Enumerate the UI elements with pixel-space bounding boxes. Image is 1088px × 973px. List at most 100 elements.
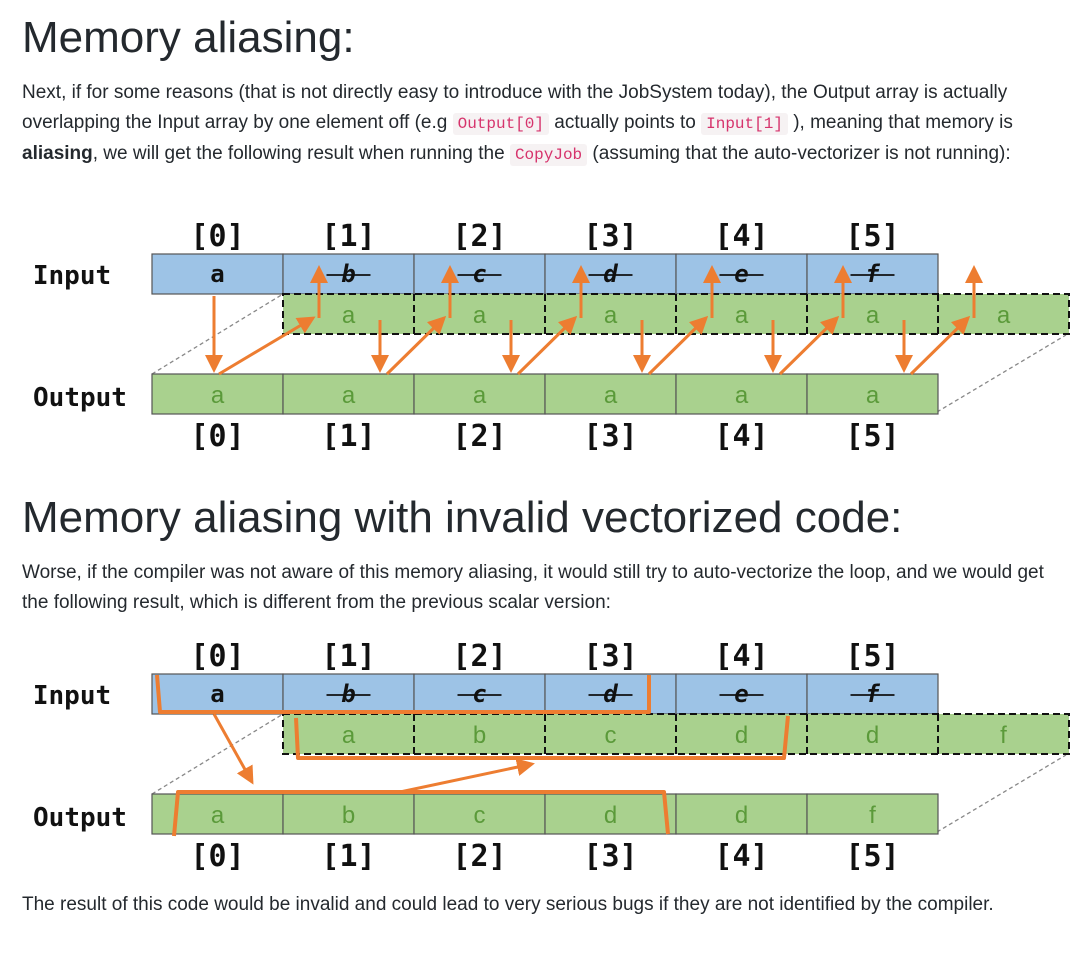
input-cell-value: d (603, 260, 618, 288)
read-arrow (212, 713, 254, 785)
output-cell (675, 793, 808, 835)
input-label: Input (33, 261, 111, 291)
index-label-top: [5] (845, 219, 899, 254)
section1-paragraph: Next, if for some reasons (that is not d… (22, 78, 1062, 170)
overlay-border (282, 713, 1070, 755)
alias-arrow-diagonal (516, 315, 578, 376)
overlay-cell-value: a (997, 302, 1011, 329)
output-cell-value: a (735, 382, 749, 409)
para-text: , we will get the following result when … (92, 143, 510, 164)
index-label-bottom: [4] (714, 839, 768, 874)
input-cell-value: b (341, 680, 355, 708)
output-label: Output (33, 803, 127, 833)
section2-paragraph: Worse, if the compiler was not aware of … (22, 562, 1044, 613)
index-label-top: [1] (321, 639, 375, 674)
input-label: Input (33, 681, 111, 711)
index-label-bottom: [1] (321, 839, 375, 874)
read-bracket (155, 674, 651, 714)
overlay-cell-value: b (473, 722, 486, 749)
code-copyjob: CopyJob (509, 144, 588, 166)
output-cell-value: a (211, 382, 225, 409)
overlay-cell-value: a (342, 302, 356, 329)
output-cell-value: a (211, 802, 225, 829)
index-label-bottom: [2] (452, 419, 506, 454)
overlay-cell-value: d (735, 722, 748, 749)
output-cell (413, 373, 546, 415)
output-cell (806, 373, 939, 415)
para-text: actually points to (549, 112, 702, 133)
output-cell (806, 793, 939, 835)
overlay-cell-value: a (342, 722, 356, 749)
overlay-cell-value: d (866, 722, 879, 749)
input-cell-value: c (472, 260, 486, 288)
output-cell (544, 373, 677, 415)
index-label-top: [2] (452, 219, 506, 254)
output-cell-value: a (604, 382, 618, 409)
index-label-top: [0] (190, 219, 244, 254)
index-label-top: [3] (583, 219, 637, 254)
overlay-cell (283, 714, 414, 754)
index-label-bottom: [0] (190, 419, 244, 454)
index-label-top: [0] (190, 639, 244, 674)
index-label-top: [2] (452, 639, 506, 674)
guide-line (936, 334, 1067, 413)
output-label: Output (33, 383, 127, 413)
output-cell-value: c (474, 802, 486, 829)
output-cell-value: a (342, 382, 356, 409)
closing-paragraph: The result of this code would be invalid… (22, 894, 994, 915)
overlay-cell-value: c (605, 722, 617, 749)
overlay-cell (807, 714, 938, 754)
alias-arrow-diagonal (647, 315, 709, 376)
write-arrow (399, 758, 535, 794)
output-cell (282, 793, 415, 835)
index-label-bottom: [0] (190, 839, 244, 874)
para-text: ), meaning that memory is (787, 112, 1013, 133)
overlay-cell-value: a (473, 302, 487, 329)
alias-arrow-diagonal (385, 315, 447, 376)
write-bracket (172, 790, 670, 837)
input-cell-value: e (734, 260, 748, 288)
index-label-top: [5] (845, 639, 899, 674)
output-cell-value: d (735, 802, 748, 829)
input-cell (806, 253, 939, 295)
output-cell-value: d (604, 802, 617, 829)
bold-aliasing: aliasing (22, 143, 93, 164)
overlay-bracket (294, 715, 790, 760)
overlay-cell (545, 714, 676, 754)
index-label-bottom: [3] (583, 419, 637, 454)
index-label-bottom: [1] (321, 419, 375, 454)
section1-heading: Memory aliasing: (22, 13, 355, 62)
input-cell-value: a (210, 260, 224, 288)
input-cell (544, 673, 677, 715)
guide-line (151, 293, 284, 375)
index-label-top: [4] (714, 219, 768, 254)
input-cell (282, 673, 415, 715)
input-cell (151, 253, 284, 295)
index-label-bottom: [2] (452, 839, 506, 874)
output-cell-value: a (473, 382, 487, 409)
output-cell (151, 373, 284, 415)
alias-arrow-diagonal (778, 315, 840, 376)
overlay-cell-value: a (735, 302, 749, 329)
alias-arrow-diagonal (909, 315, 971, 376)
code-input1: Input[1] (701, 113, 788, 135)
index-label-bottom: [3] (583, 839, 637, 874)
output-cell-value: f (869, 802, 876, 829)
section2-heading: Memory aliasing with invalid vectorized … (22, 493, 903, 542)
input-cell-value: f (865, 260, 880, 288)
overlay-cell (414, 714, 545, 754)
index-label-bottom: [4] (714, 419, 768, 454)
overlay-cell-value: f (1000, 722, 1007, 749)
input-cell-value: c (472, 680, 486, 708)
input-cell-value: d (603, 680, 618, 708)
input-cell-value: f (865, 680, 880, 708)
para-text: (assuming that the auto-vectorizer is no… (587, 143, 1011, 164)
guide-line (936, 754, 1067, 833)
overlay-cell-value: a (866, 302, 880, 329)
input-cell (675, 253, 808, 295)
index-label-top: [3] (583, 639, 637, 674)
overlay-cell (938, 714, 1069, 754)
guide-line (151, 713, 284, 795)
